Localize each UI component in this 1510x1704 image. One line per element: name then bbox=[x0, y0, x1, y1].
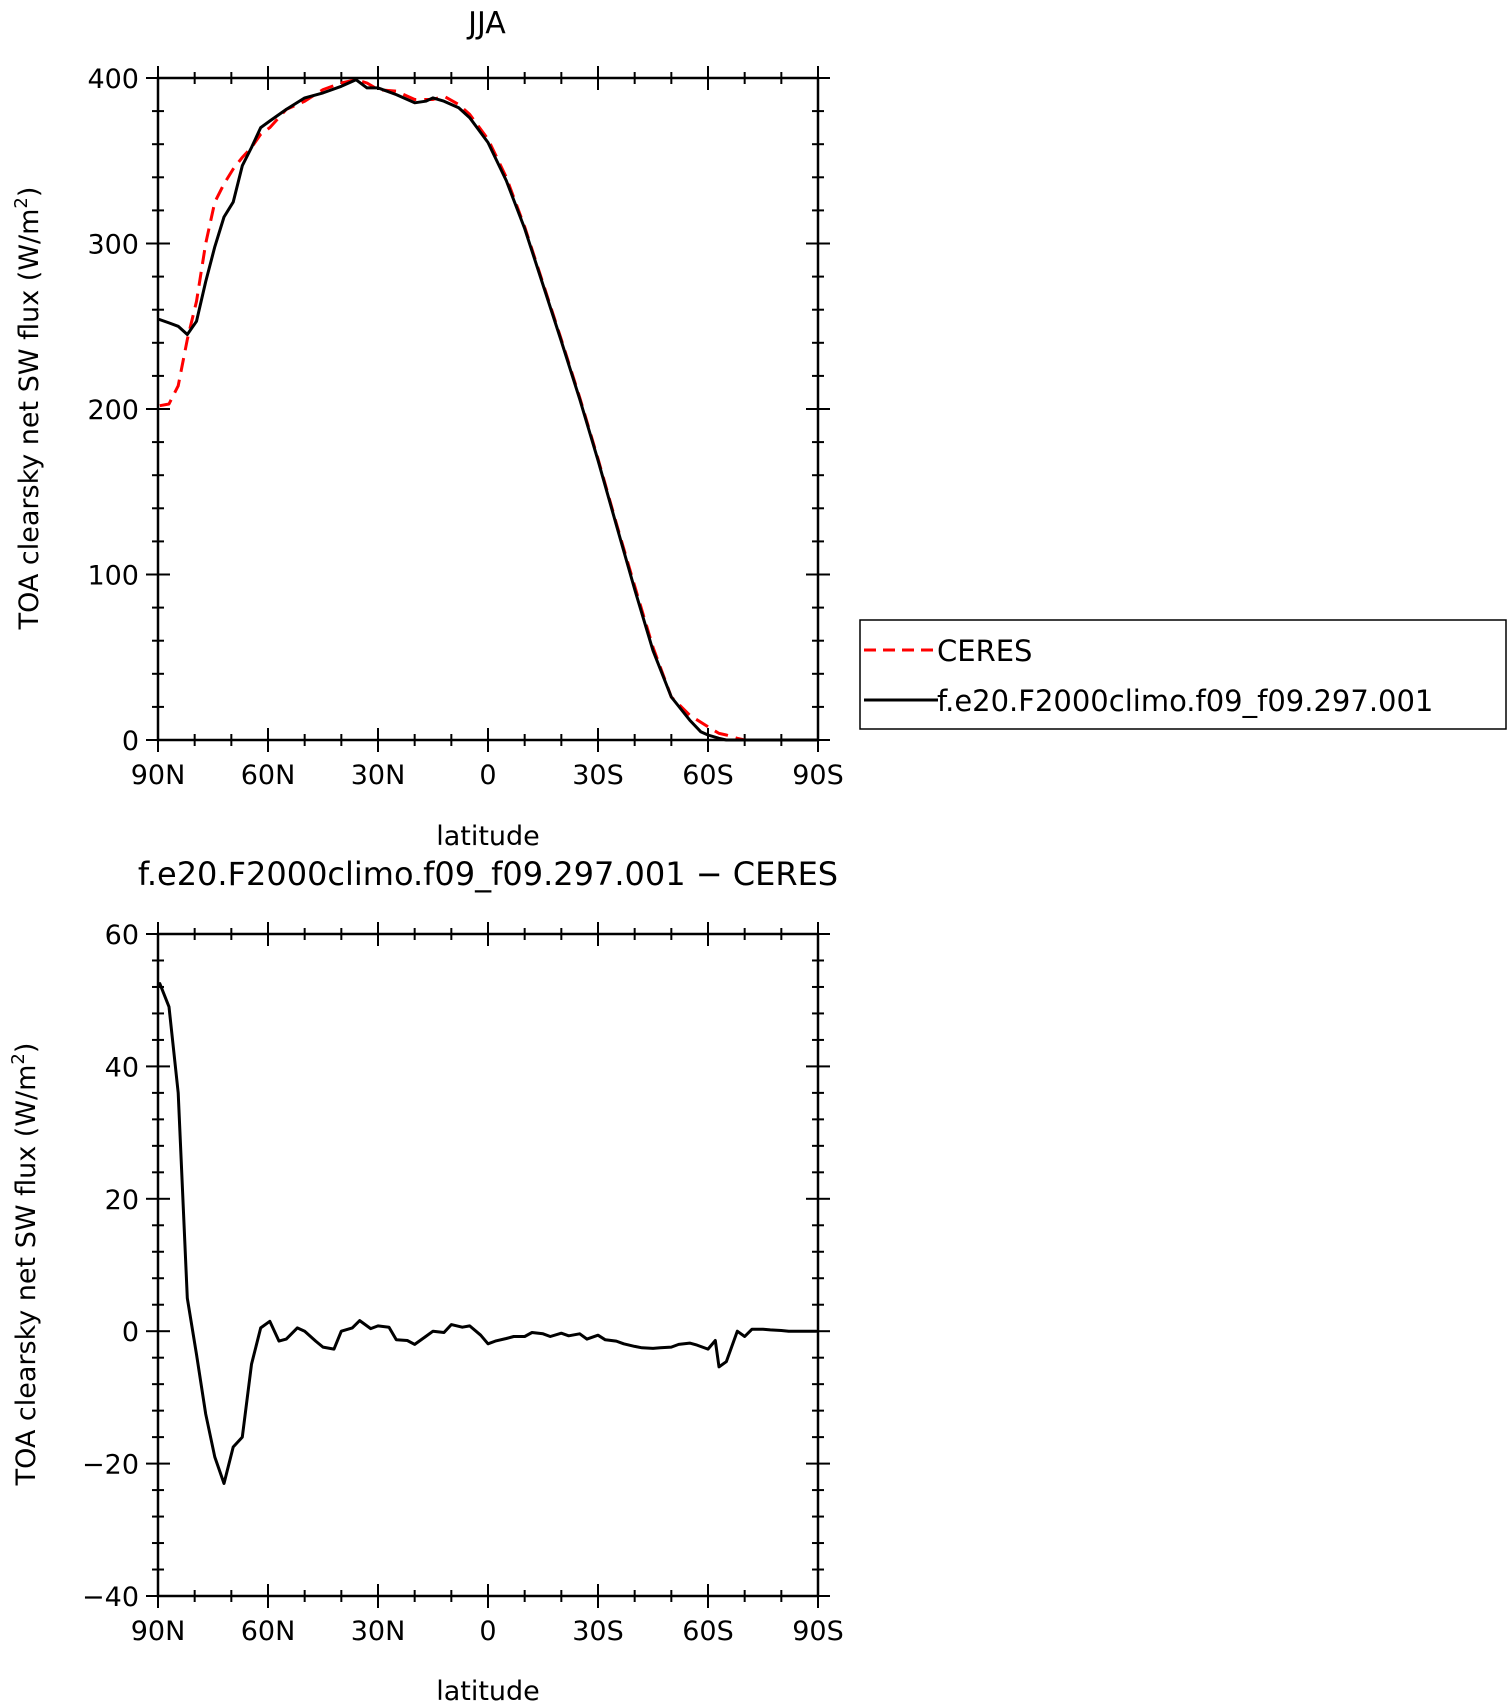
legend: CERES f.e20.F2000climo.f09_f09.297.001 bbox=[859, 619, 1507, 730]
top-x-tick-labels: 90N 60N 30N 0 30S 60S 90S bbox=[131, 760, 844, 791]
bottom-y-tick-label: −40 bbox=[82, 1582, 139, 1613]
bottom-x-tick-label: 30S bbox=[572, 1616, 624, 1647]
bottom-chart-title: f.e20.F2000climo.f09_f09.297.001 − CERES bbox=[138, 855, 838, 893]
top-y-axis-label-main: TOA clearsky net SW flux (W/m bbox=[14, 209, 45, 631]
bottom-x-tick-label: 0 bbox=[479, 1616, 496, 1647]
top-x-tick-label: 0 bbox=[479, 760, 496, 791]
bottom-x-tick-label: 90N bbox=[131, 1616, 186, 1647]
bottom-x-tick-labels: 90N 60N 30N 0 30S 60S 90S bbox=[131, 1616, 844, 1647]
legend-box bbox=[859, 619, 1507, 730]
top-series-line-ceres bbox=[159, 78, 817, 742]
bottom-x-tick-label: 30N bbox=[351, 1616, 406, 1647]
top-plot-frame bbox=[156, 76, 820, 742]
top-y-tick-labels: 0 100 200 300 400 bbox=[87, 64, 139, 757]
top-y-tick-label: 300 bbox=[87, 230, 139, 261]
bottom-y-tick-label: 20 bbox=[105, 1185, 139, 1216]
top-y-axis-label-superscript: 2 bbox=[11, 197, 32, 208]
top-x-tick-label: 60N bbox=[241, 760, 296, 791]
top-y-tick-label: 400 bbox=[87, 64, 139, 95]
top-x-tick-label: 90S bbox=[792, 760, 844, 791]
top-y-axis-label-suffix: ) bbox=[14, 187, 45, 198]
bottom-x-tick-label: 90S bbox=[792, 1616, 844, 1647]
bottom-series-line-difference bbox=[158, 982, 818, 1485]
bottom-y-tick-label: 0 bbox=[122, 1317, 139, 1348]
top-series-line-f-e20-f2000climo-f09-f09-297-001 bbox=[158, 78, 818, 742]
legend-label-model: f.e20.F2000climo.f09_f09.297.001 bbox=[937, 684, 1433, 718]
top-panel: JJA 90N 60N 30N 0 30S 60S 90S 0 100 200 300 400 la… bbox=[11, 6, 844, 852]
top-y-tick-label: 100 bbox=[87, 561, 139, 592]
bottom-x-tick-label: 60N bbox=[241, 1616, 296, 1647]
bottom-y-tick-labels: −40 −20 0 20 40 60 bbox=[82, 920, 139, 1613]
top-y-axis-label: TOA clearsky net SW flux (W/m2) bbox=[11, 187, 45, 631]
bottom-plot-frame bbox=[156, 932, 820, 1598]
bottom-y-tick-label: −20 bbox=[82, 1450, 139, 1481]
bottom-y-tick-label: 40 bbox=[105, 1052, 139, 1083]
top-y-tick-label: 0 bbox=[122, 726, 139, 757]
top-x-axis-label: latitude bbox=[436, 821, 540, 852]
bottom-y-axis-label-superscript: 2 bbox=[8, 1053, 29, 1064]
top-ticks bbox=[146, 66, 830, 752]
bottom-x-tick-label: 60S bbox=[682, 1616, 734, 1647]
bottom-panel: f.e20.F2000climo.f09_f09.297.001 − CERES… bbox=[8, 855, 844, 1704]
top-y-tick-label: 200 bbox=[87, 395, 139, 426]
top-x-tick-label: 30N bbox=[351, 760, 406, 791]
top-series bbox=[158, 78, 818, 742]
bottom-y-tick-label: 60 bbox=[105, 920, 139, 951]
top-x-tick-label: 30S bbox=[572, 760, 624, 791]
bottom-y-axis-label: TOA clearsky net SW flux (W/m2) bbox=[8, 1043, 42, 1487]
bottom-x-axis-label: latitude bbox=[436, 1676, 540, 1704]
top-x-tick-label: 90N bbox=[131, 760, 186, 791]
top-x-tick-label: 60S bbox=[682, 760, 734, 791]
top-chart-title: JJA bbox=[466, 6, 506, 41]
legend-label-ceres: CERES bbox=[937, 634, 1032, 668]
bottom-y-axis-label-suffix: ) bbox=[11, 1043, 42, 1054]
bottom-ticks bbox=[146, 922, 830, 1608]
bottom-y-axis-label-main: TOA clearsky net SW flux (W/m bbox=[11, 1065, 42, 1487]
bottom-series bbox=[158, 982, 818, 1485]
